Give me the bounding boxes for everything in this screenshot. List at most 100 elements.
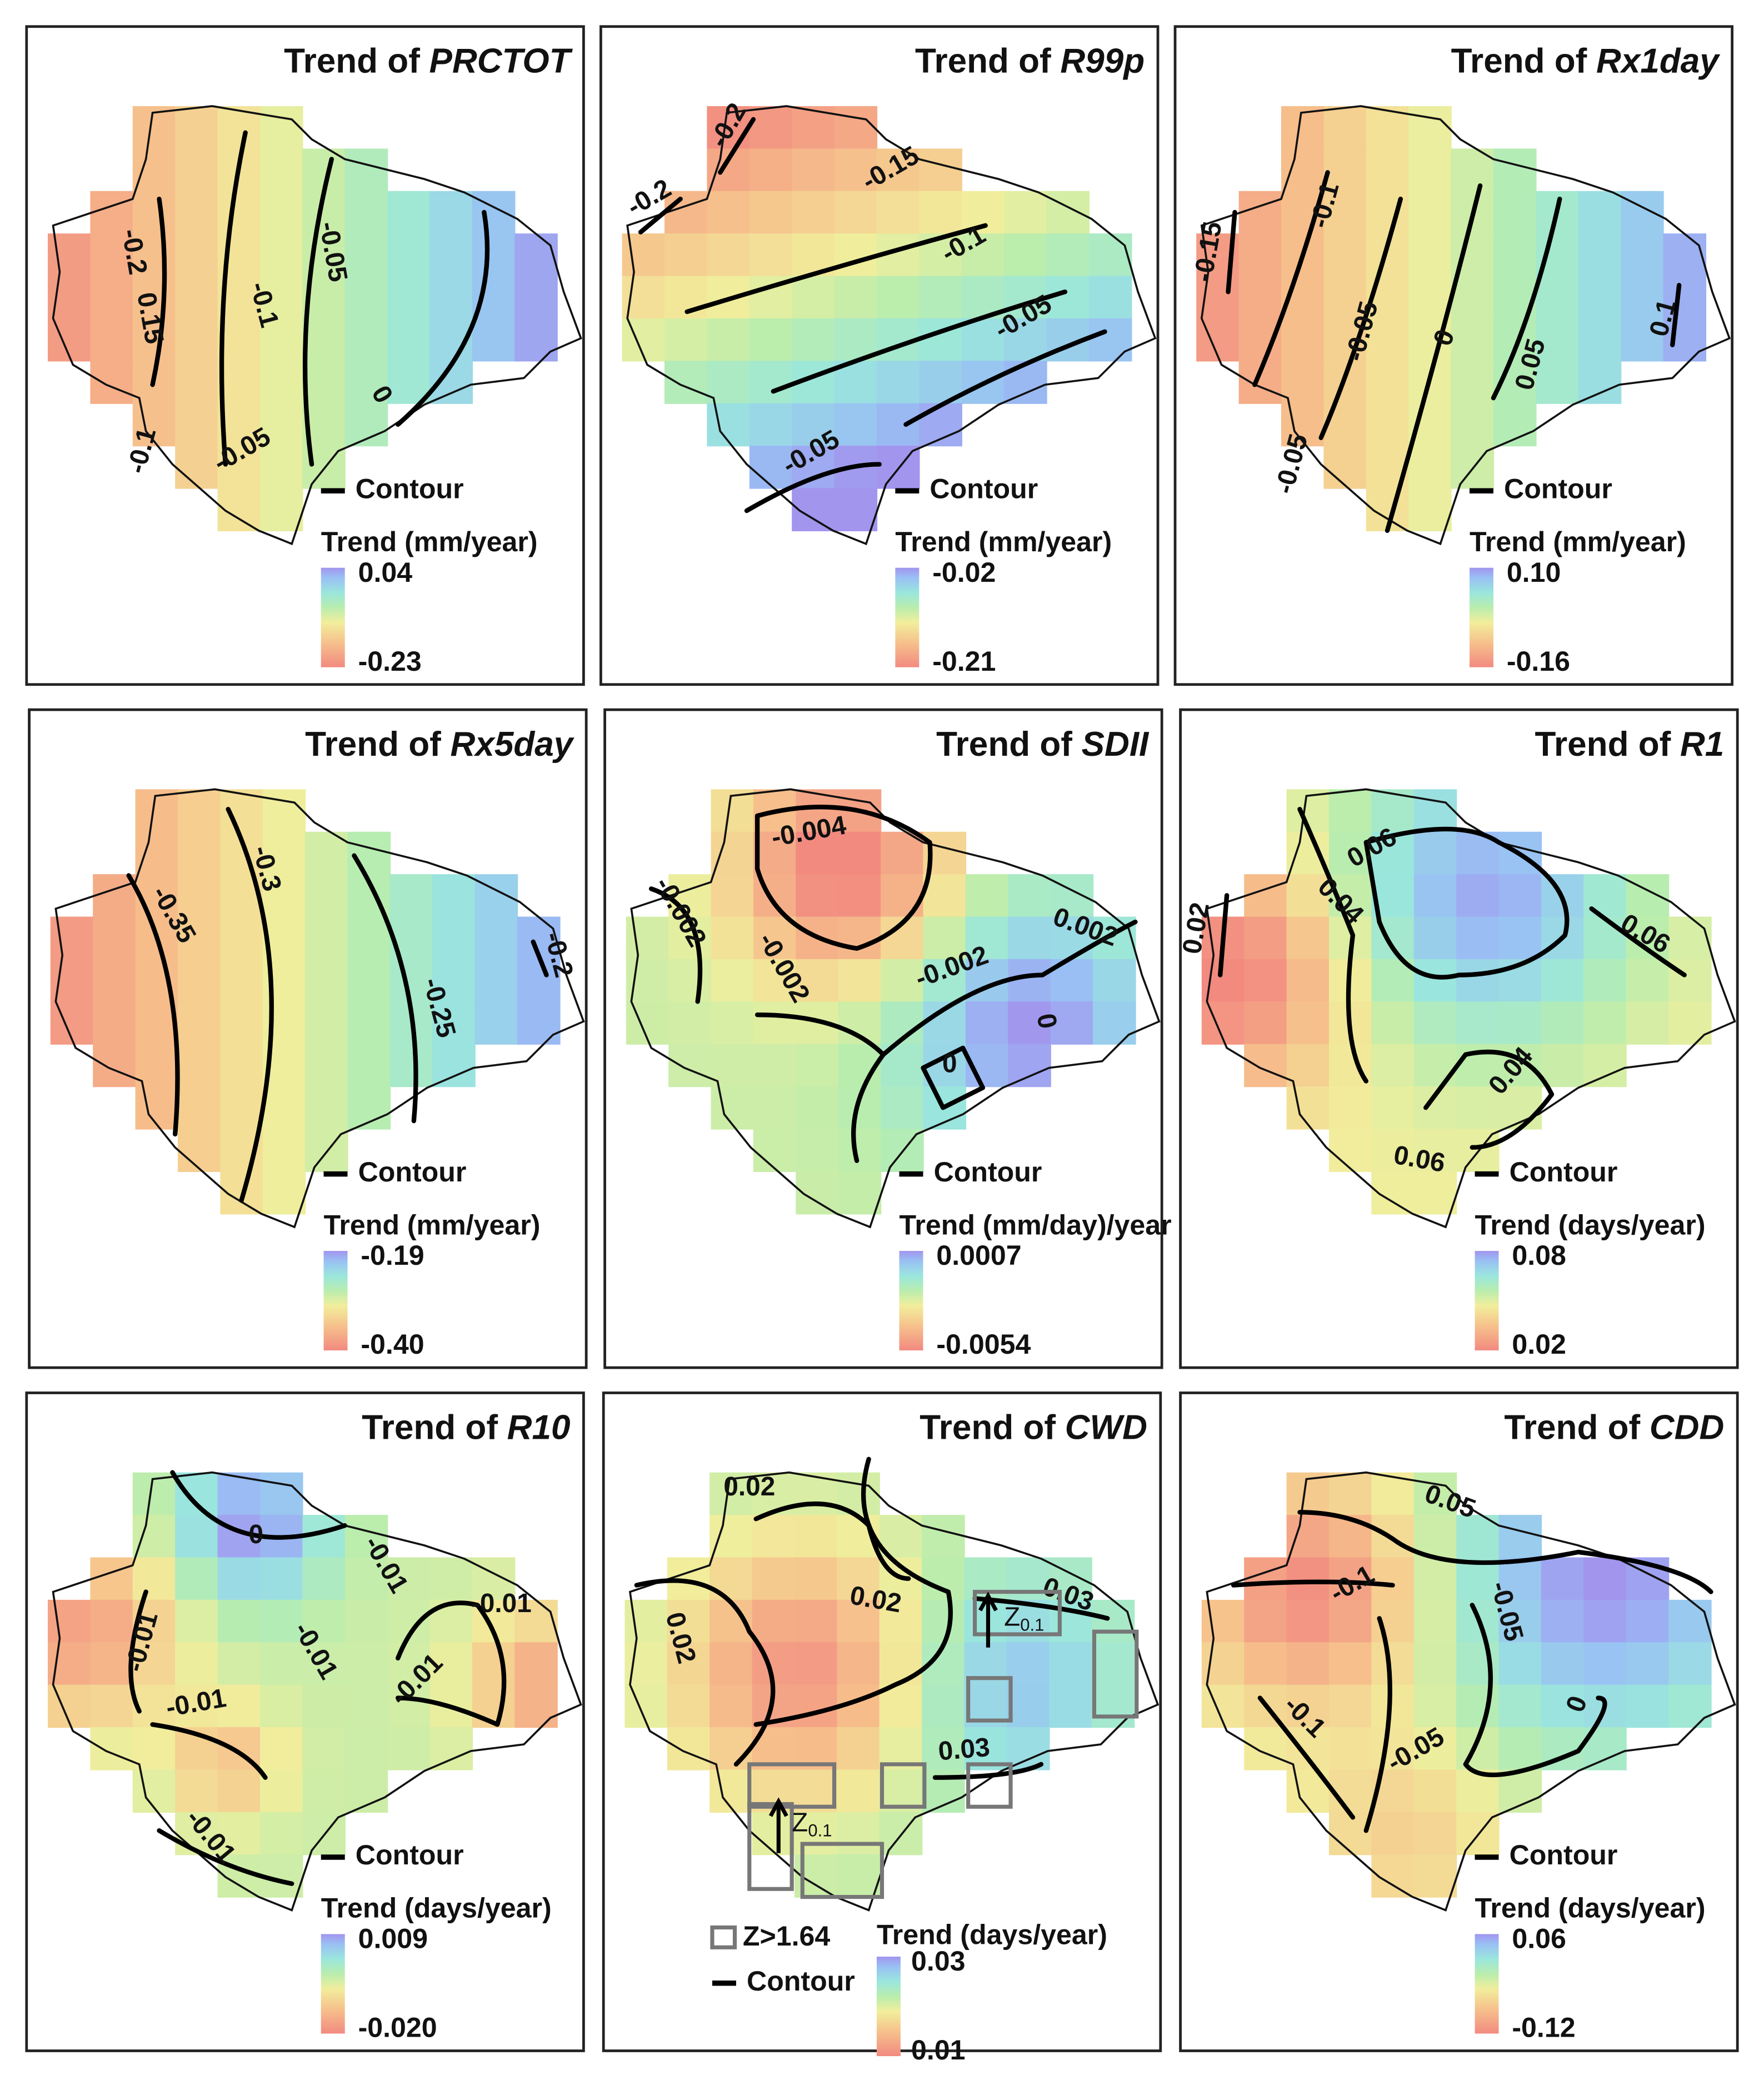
legend-unit: Trend (mm/year) [895, 526, 1112, 557]
grid-cell [472, 191, 516, 235]
grid-cell [132, 1642, 176, 1685]
grid-cell [1244, 874, 1287, 917]
grid-cell [259, 1472, 303, 1516]
contour-label: 0 [942, 1049, 957, 1078]
grid-cell [1049, 1642, 1092, 1685]
grid-cell [1286, 1044, 1330, 1088]
contour-line [226, 806, 274, 1203]
z-label: Z0.1 [1004, 1602, 1044, 1635]
grid-cell [792, 276, 835, 320]
contour-line [1363, 1616, 1392, 1833]
grid-cell [1456, 959, 1500, 1002]
grid-cell [344, 1727, 388, 1770]
title-text: Trend of [920, 1409, 1056, 1447]
title-text: Trend of [1535, 725, 1671, 764]
grid-cell [432, 916, 476, 960]
grid-cell [834, 488, 878, 532]
grid-cell [753, 1129, 797, 1173]
legend-unit: Trend (mm/day)/year [900, 1209, 1172, 1240]
grid-cell [472, 1642, 516, 1685]
grid-cell [1456, 1642, 1500, 1685]
grid-cell [135, 874, 179, 917]
grid-cell [667, 1642, 711, 1685]
significant-cells [966, 1676, 1013, 1723]
grid-cell [93, 916, 136, 960]
grid-cell [132, 233, 176, 277]
grid-cell [1371, 1599, 1415, 1643]
grid-cell [344, 233, 388, 277]
grid-cell [838, 831, 882, 875]
contour-line [1297, 806, 1368, 1084]
title-text: Trend of [1451, 42, 1587, 81]
title-text: Trend of [362, 1409, 498, 1447]
grid-cell [879, 1599, 923, 1643]
grid-cell [1004, 191, 1047, 235]
grid-cell [1328, 1599, 1372, 1643]
grid-cell [347, 1001, 391, 1045]
grid-cell [175, 1599, 218, 1643]
grid-cell [474, 874, 518, 917]
grid-cell [1498, 1515, 1542, 1558]
grid-cell [922, 1727, 965, 1770]
grid-cell [344, 361, 388, 404]
grid-cell [1088, 276, 1132, 320]
grid-cell [389, 959, 433, 1002]
grid-cell [1328, 1086, 1372, 1130]
grid-cell [796, 831, 839, 875]
grid-cell [387, 1557, 431, 1601]
grid-cell [837, 1812, 880, 1855]
grid-cell [667, 1727, 711, 1770]
grid-cell [922, 1515, 965, 1558]
title-text: Trend of [1504, 1409, 1640, 1447]
grid-cell [517, 1001, 561, 1045]
grid-cell [1050, 1001, 1094, 1045]
grid-cell [305, 1044, 348, 1088]
index-name: Rx1day [1596, 42, 1721, 81]
basin-outline [1206, 1471, 1736, 1912]
grid-cell [177, 789, 221, 832]
grid-cell [347, 959, 391, 1002]
grid-cell [1668, 1684, 1712, 1728]
grid-cell [1050, 916, 1094, 960]
grid-cell [837, 1642, 880, 1685]
grid-cell [1328, 1727, 1372, 1770]
grid-cell [965, 874, 1009, 917]
grid-cell [220, 916, 263, 960]
grid-cell [1583, 1001, 1627, 1045]
grid-cell [707, 233, 750, 277]
grid-cell [876, 276, 920, 320]
grid-cell [1413, 1769, 1457, 1813]
grid-cell [753, 959, 797, 1002]
index-name: CWD [1065, 1409, 1147, 1447]
grid-cell [664, 361, 708, 404]
colorbar [895, 567, 920, 667]
grid-cell [175, 1642, 218, 1685]
legend-unit: Trend (mm/year) [321, 526, 538, 557]
grid-cell [1091, 1642, 1135, 1685]
significance-key [710, 1925, 737, 1949]
grid-cell [1583, 874, 1627, 917]
grid-cell [217, 1599, 261, 1643]
grid-cell [514, 276, 558, 320]
grid-cell [1621, 233, 1664, 277]
grid-cell [667, 1684, 711, 1728]
grid-cell [1408, 191, 1452, 235]
grid-cell [1498, 1044, 1542, 1088]
contour-line [1589, 906, 1687, 977]
grid-cell [1578, 191, 1622, 235]
colorbar [321, 1934, 345, 2034]
grid-cell [1408, 276, 1452, 320]
grid-cell [919, 148, 962, 192]
grid-cell [259, 1599, 303, 1643]
grid-cell [175, 1557, 218, 1601]
basin-outline [1206, 788, 1736, 1229]
contour-line [1385, 183, 1483, 533]
grid-cell [262, 789, 306, 832]
contour-line [903, 329, 1107, 427]
legend-min: -0.16 [1507, 646, 1570, 677]
grid-cell [1006, 1642, 1050, 1685]
contour-line [921, 1045, 986, 1110]
grid-cell [1626, 959, 1670, 1002]
legend-contour: Contour [356, 1839, 464, 1870]
legend-unit: Trend (days/year) [1475, 1209, 1706, 1240]
